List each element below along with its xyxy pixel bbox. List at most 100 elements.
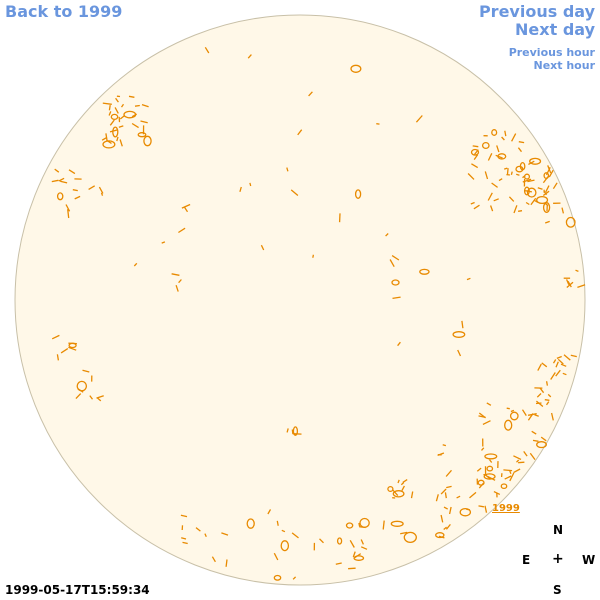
magnetic-feature	[397, 341, 401, 347]
magnetic-feature	[60, 180, 68, 184]
back-to-year-link[interactable]: Back to 1999	[5, 2, 123, 21]
magnetic-feature	[273, 574, 282, 581]
magnetic-feature	[51, 179, 59, 183]
magnetic-feature	[143, 135, 152, 147]
compass-west: W	[582, 553, 596, 567]
magnetic-feature	[286, 167, 289, 172]
solar-disk-circle	[14, 14, 586, 586]
magnetic-feature	[528, 160, 535, 165]
magnetic-feature	[478, 505, 485, 508]
magnetic-feature	[545, 401, 550, 406]
magnetic-feature	[540, 436, 547, 442]
magnetic-feature	[119, 139, 123, 147]
magnetic-feature	[477, 479, 485, 486]
magnetic-feature	[391, 279, 400, 286]
magnetic-feature	[565, 279, 570, 285]
magnetic-feature	[523, 173, 531, 180]
previous-day-link[interactable]: Previous day	[478, 2, 595, 21]
magnetic-feature	[350, 64, 362, 73]
magnetic-feature	[118, 125, 124, 128]
magnetic-feature	[511, 133, 517, 142]
magnetic-feature	[504, 167, 508, 170]
magnetic-feature	[319, 538, 324, 544]
magnetic-feature	[108, 105, 111, 111]
magnetic-feature	[260, 244, 265, 251]
magnetic-feature	[565, 216, 576, 228]
magnetic-feature	[435, 494, 439, 502]
magnetic-feature	[345, 522, 354, 529]
year-link[interactable]: 1999	[492, 503, 520, 514]
magnetic-feature	[131, 113, 138, 118]
magnetic-feature	[496, 145, 500, 153]
magnetic-feature	[183, 206, 189, 213]
magnetic-feature	[392, 490, 405, 498]
magnetic-feature	[560, 363, 567, 367]
compass-center: +	[552, 551, 564, 567]
magnetic-feature	[510, 409, 515, 413]
magnetic-feature	[543, 190, 548, 196]
magnetic-feature	[482, 420, 491, 425]
magnetic-feature	[112, 126, 119, 138]
magnetic-feature	[446, 485, 452, 489]
magnetic-feature	[385, 233, 389, 237]
magnetic-feature	[472, 145, 479, 148]
magnetic-feature	[403, 531, 417, 544]
magnetic-feature	[550, 412, 554, 421]
magnetic-feature	[415, 115, 423, 123]
magnetic-feature	[513, 205, 518, 214]
magnetic-feature	[435, 532, 445, 539]
magnetic-feature	[518, 141, 525, 144]
magnetic-feature	[204, 46, 210, 54]
magnetic-feature	[181, 537, 187, 540]
magnetic-feature	[457, 349, 462, 357]
magnetic-feature	[360, 546, 368, 550]
magnetic-feature	[552, 359, 557, 364]
magnetic-feature	[537, 187, 543, 190]
magnetic-feature	[469, 491, 477, 499]
magnetic-feature	[353, 555, 365, 561]
magnetic-feature	[491, 129, 498, 136]
magnetic-feature	[102, 140, 116, 149]
magnetic-feature	[486, 402, 492, 406]
magnetic-feature	[359, 517, 370, 528]
magnetic-feature	[360, 539, 364, 545]
next-hour-link[interactable]: Next hour	[533, 59, 596, 72]
magnetic-feature	[389, 259, 395, 268]
magnetic-feature	[82, 369, 90, 373]
magnetic-feature	[513, 468, 521, 474]
magnetic-feature	[410, 491, 414, 499]
magnetic-feature	[109, 119, 115, 126]
magnetic-feature	[336, 537, 343, 545]
magnetic-feature	[550, 372, 556, 380]
magnetic-feature	[456, 495, 461, 499]
magnetic-feature	[547, 165, 552, 174]
magnetic-feature	[484, 171, 489, 180]
magnetic-feature	[445, 523, 451, 530]
magnetic-feature	[556, 355, 562, 360]
magnetic-feature	[570, 354, 577, 358]
magnetic-feature	[461, 320, 464, 329]
magnetic-feature	[523, 186, 530, 196]
magnetic-feature	[563, 354, 571, 361]
magnetic-feature	[382, 520, 385, 530]
magnetic-feature	[513, 455, 522, 460]
magnetic-feature	[312, 254, 315, 258]
magnetic-feature	[195, 527, 201, 532]
magnetic-feature	[531, 430, 537, 435]
magnetic-feature	[523, 451, 528, 457]
magnetic-feature	[440, 488, 447, 495]
magnetic-feature	[509, 470, 512, 475]
compass-south: S	[553, 583, 562, 597]
previous-hour-link[interactable]: Previous hour	[508, 46, 595, 59]
magnetic-feature	[438, 535, 445, 539]
magnetic-feature	[108, 111, 112, 116]
magnetic-feature	[276, 520, 279, 526]
next-day-link[interactable]: Next day	[515, 20, 595, 39]
magnetic-feature	[516, 173, 520, 176]
magnetic-feature	[471, 163, 479, 169]
magnetic-feature	[280, 540, 290, 552]
magnetic-feature	[56, 354, 60, 361]
magnetic-feature	[481, 447, 485, 451]
magnetic-feature	[397, 479, 400, 484]
magnetic-feature	[518, 461, 525, 464]
